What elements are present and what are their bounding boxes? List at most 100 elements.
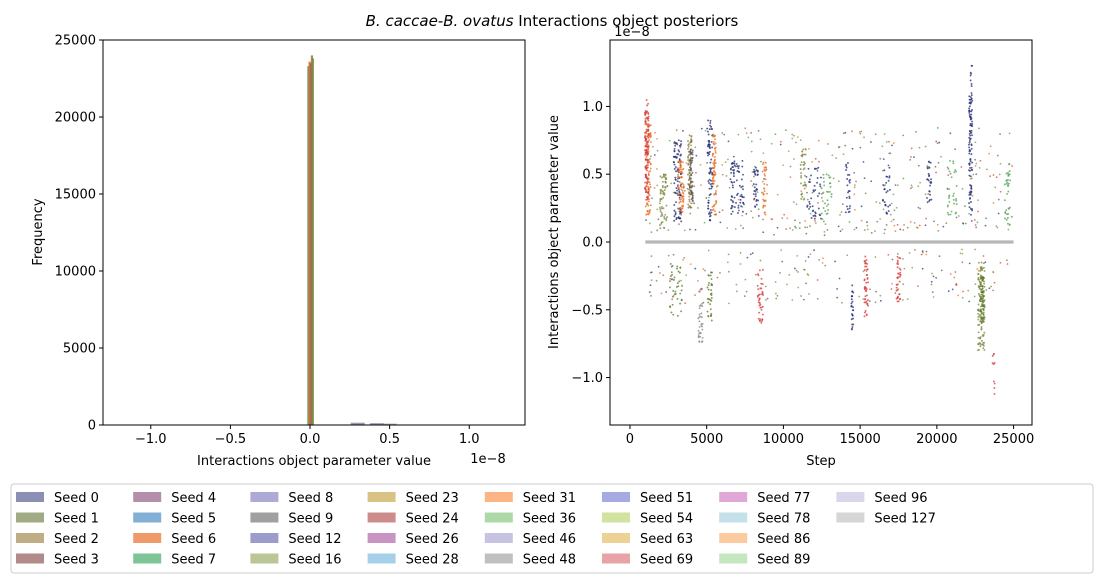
trace-point	[647, 140, 650, 143]
trace-point	[708, 167, 711, 170]
trace-point	[797, 271, 799, 273]
trace-point	[674, 155, 677, 158]
trace-point	[982, 319, 984, 322]
trace-point	[678, 171, 681, 174]
trace-point	[754, 205, 756, 208]
trace-point	[997, 198, 1000, 201]
trace-point	[969, 74, 972, 77]
trace-point	[817, 201, 819, 204]
legend-swatch	[250, 533, 279, 543]
trace-point	[982, 266, 985, 269]
trace-point	[928, 200, 931, 202]
trace-point	[650, 255, 653, 258]
trace-point	[952, 162, 955, 165]
trace-point	[679, 198, 682, 201]
trace-point	[762, 192, 765, 195]
trace-point	[953, 202, 955, 205]
trace-point	[949, 172, 952, 175]
trace-point	[809, 253, 812, 256]
trace-point	[688, 159, 691, 162]
trace-point	[646, 110, 649, 113]
trace-point	[970, 144, 973, 147]
trace-point	[850, 298, 853, 301]
trace-point	[673, 141, 676, 143]
trace-point	[968, 110, 971, 113]
trace-point	[687, 179, 690, 182]
trace-point	[851, 300, 854, 303]
trace-point	[955, 203, 958, 206]
trace-point	[758, 311, 761, 314]
trace-point	[647, 133, 650, 136]
trace-point	[816, 279, 819, 281]
trace-point	[754, 273, 757, 276]
trace-point	[801, 195, 804, 198]
trace-point	[841, 301, 843, 304]
trace-point	[781, 217, 784, 220]
trace-point	[676, 167, 679, 170]
trace-point	[659, 227, 662, 230]
trace-point	[680, 176, 683, 178]
trace-point	[975, 162, 978, 165]
trace-point	[714, 151, 717, 154]
trace-point	[659, 206, 661, 209]
trace-point	[678, 196, 681, 199]
trace-point	[968, 300, 971, 303]
trace-point	[647, 170, 650, 173]
trace-point	[968, 141, 971, 144]
trace-point	[687, 143, 690, 146]
trace-point	[989, 145, 992, 148]
trace-point	[969, 122, 972, 125]
trace-point	[862, 270, 865, 273]
trace-point	[659, 208, 662, 210]
trace-point	[796, 136, 799, 138]
trace-point	[1006, 222, 1009, 225]
trace-point	[679, 162, 682, 165]
trace-point	[993, 361, 996, 364]
histogram-x-tick-label: 0.0	[300, 432, 321, 447]
trace-point	[738, 184, 741, 187]
trace-point	[803, 181, 806, 184]
trace-point	[892, 142, 895, 145]
trace-point	[750, 140, 753, 143]
trace-point	[885, 181, 888, 184]
trace-point	[688, 186, 691, 189]
trace-point	[666, 216, 669, 218]
trace-point	[688, 171, 691, 174]
trace-point	[802, 198, 805, 201]
trace-point	[827, 143, 829, 145]
trace-point	[718, 211, 721, 214]
trace-point	[683, 189, 686, 192]
trace-point	[908, 252, 911, 254]
trace-point	[677, 285, 680, 288]
trace-point	[801, 155, 804, 158]
legend-swatch	[133, 553, 162, 564]
legend-label: Seed 63	[640, 532, 693, 547]
trace-point	[744, 127, 747, 130]
trace-point	[841, 228, 844, 231]
trace-point	[708, 187, 711, 190]
trace-point	[708, 171, 711, 174]
trace-point	[645, 164, 648, 167]
trace-point	[826, 199, 829, 202]
trace-point	[979, 345, 982, 348]
trace-point	[968, 193, 971, 196]
trace-point	[744, 278, 747, 281]
trace-point	[917, 164, 920, 167]
trace-point	[983, 282, 986, 285]
trace-point	[730, 213, 733, 215]
trace-point	[890, 202, 893, 205]
trace-point	[953, 276, 956, 279]
trace-point	[814, 214, 817, 217]
trace-point	[847, 191, 850, 194]
trace-point	[865, 259, 868, 262]
trace-point	[672, 313, 675, 316]
trace-point	[949, 159, 951, 162]
trace-point	[968, 174, 971, 177]
histogram-bar	[350, 422, 365, 425]
trace-point	[935, 171, 937, 174]
trace-point	[979, 343, 982, 346]
trace-point	[1008, 163, 1010, 166]
trace-point	[979, 159, 982, 162]
trace-point	[732, 155, 735, 158]
trace-point	[938, 141, 941, 144]
